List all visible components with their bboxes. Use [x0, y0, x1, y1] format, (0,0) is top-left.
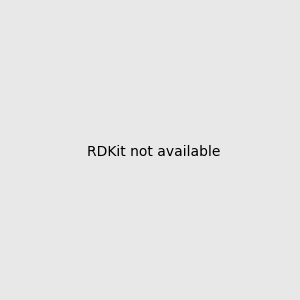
Text: RDKit not available: RDKit not available — [87, 145, 220, 158]
